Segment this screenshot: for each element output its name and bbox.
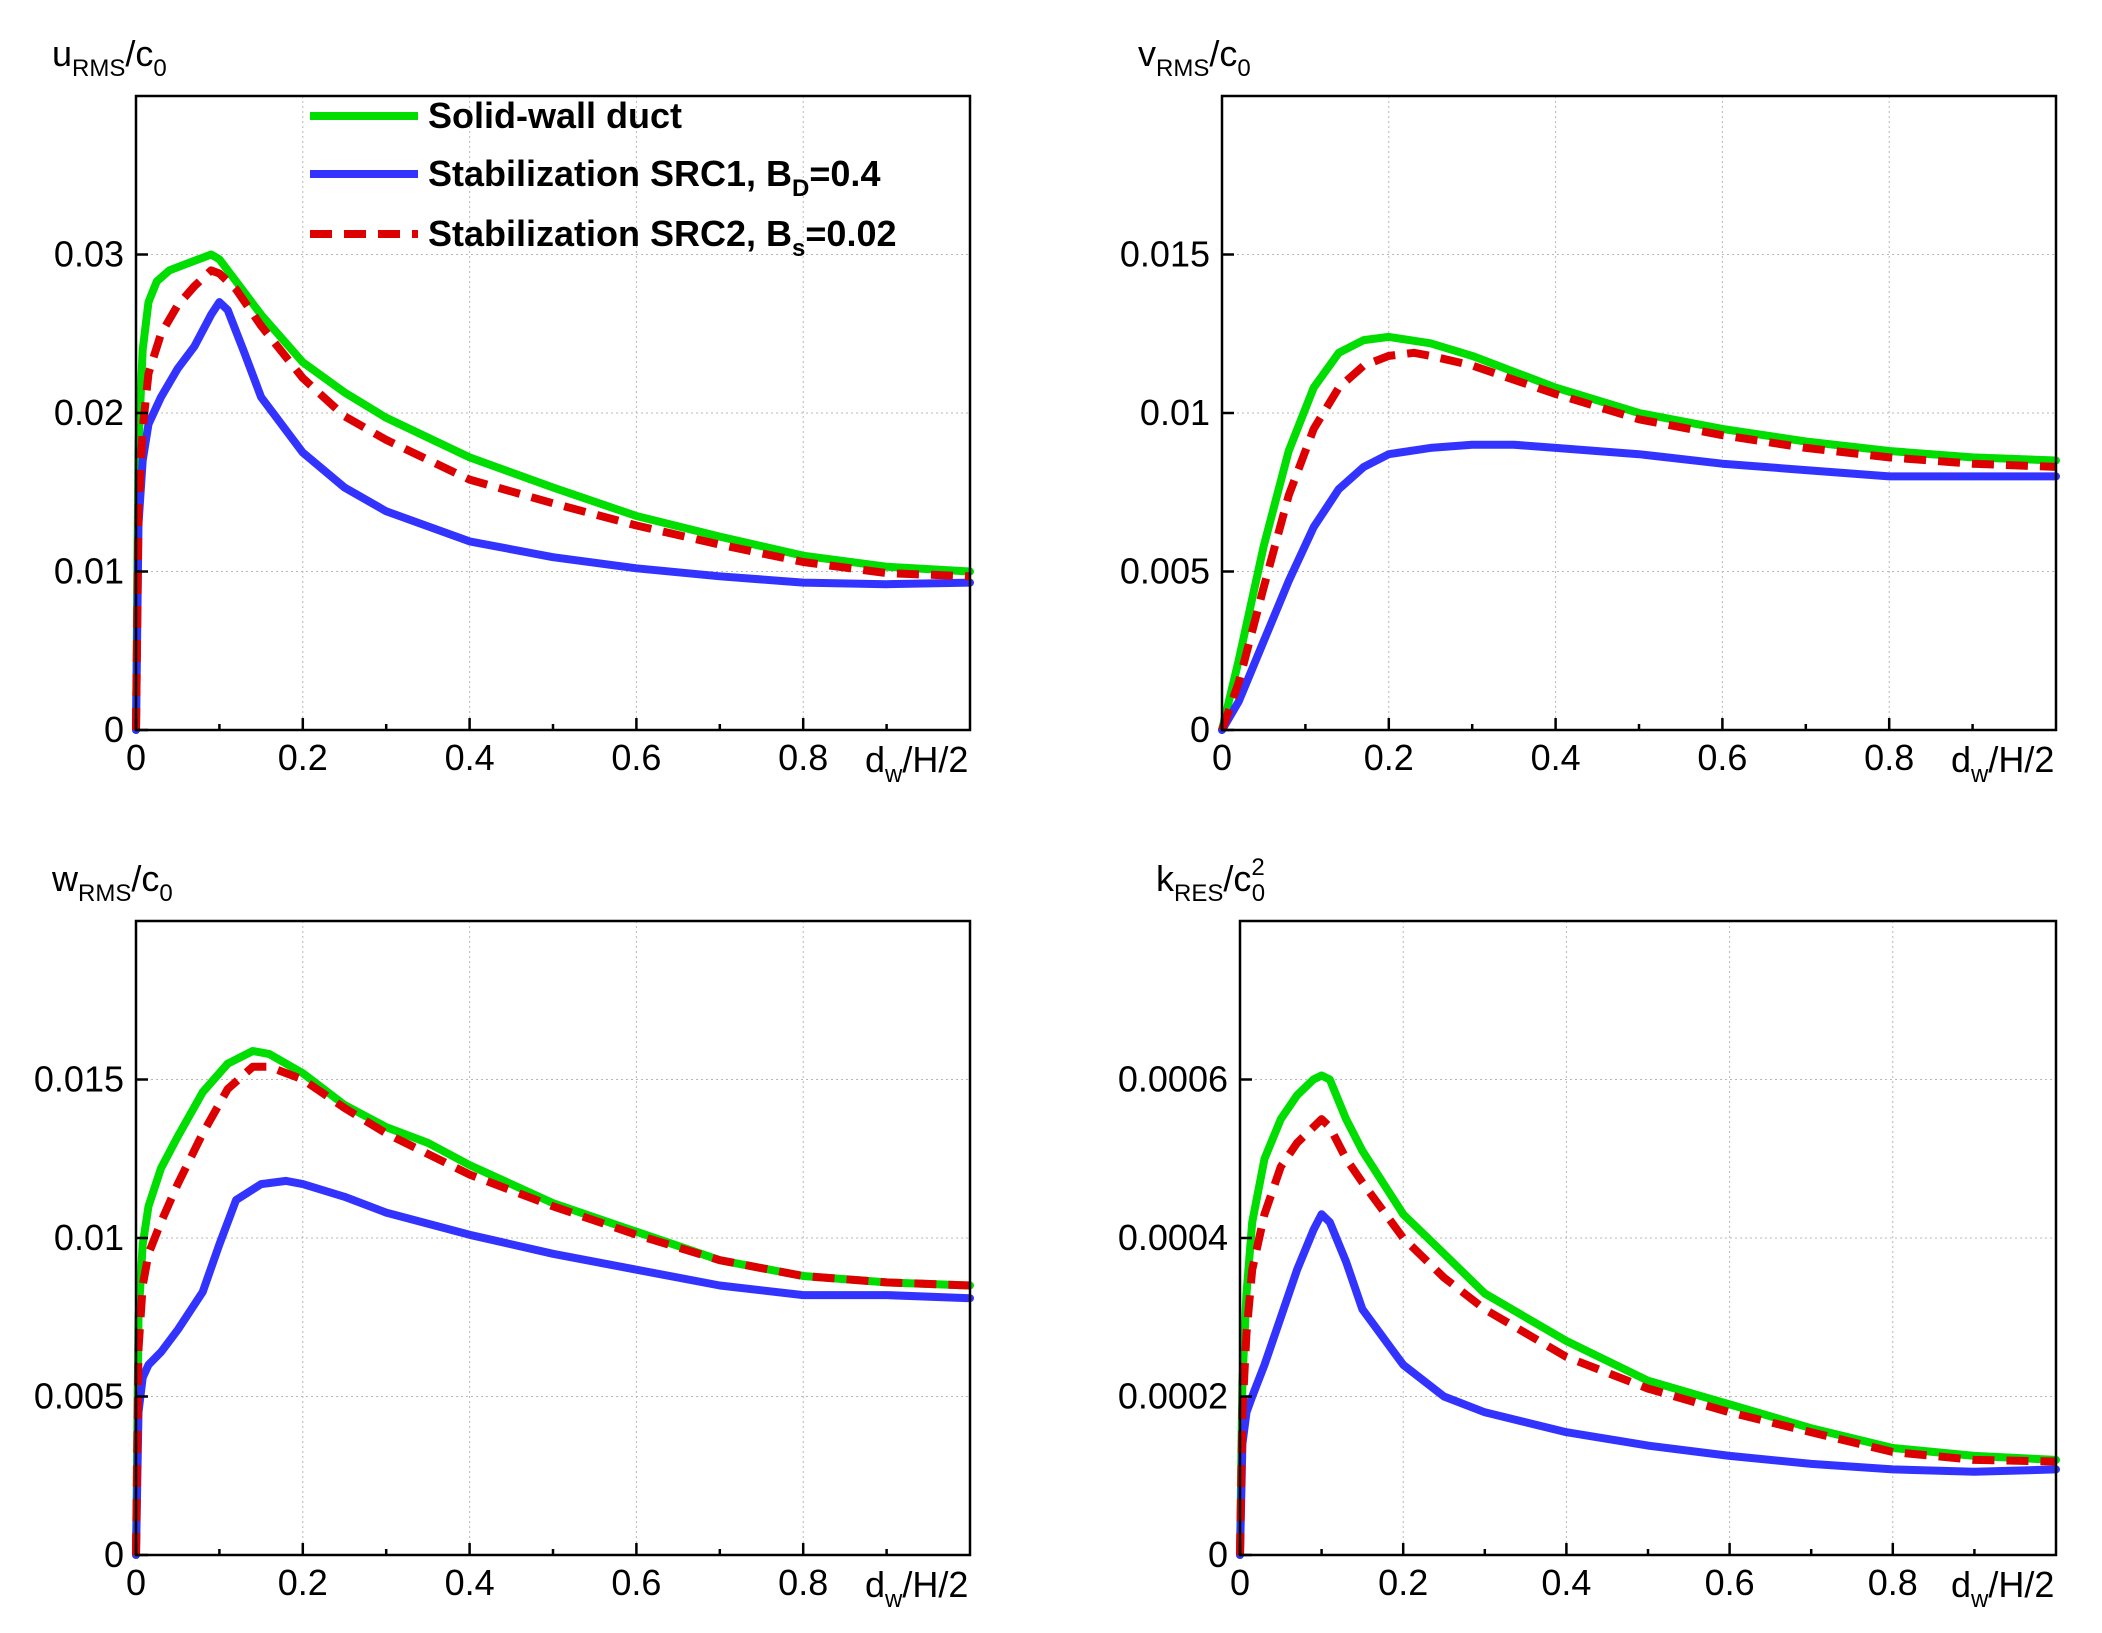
plot-frame [1238,919,2058,1557]
series-line-src2 [132,1062,971,1556]
x-tick-label: 0.6 [1697,737,1747,778]
legend: Solid-wall duct Stabilization SRC1, BD=0.… [310,95,897,262]
x-tick-label: 0.4 [1541,1562,1591,1603]
y-axis-label: vRMS/c0 [1138,33,1251,82]
x-tick-label: 0.8 [778,1562,828,1603]
x-tick-label: 0.4 [1531,737,1581,778]
series-line-src1 [1236,1210,2060,1559]
x-axis-label: dw/H/2 [1951,739,2054,788]
series-line-src1 [132,1176,974,1559]
series-line-solid-wall [1236,1071,2060,1559]
legend-entry: Stabilization SRC2, Bs=0.02 [310,213,897,262]
x-tick-label: 0.4 [445,1562,495,1603]
x-tick-label: 0.2 [1364,737,1414,778]
y-tick-label: 0.01 [54,1217,124,1258]
y-tick-label: 0.005 [1120,551,1210,592]
y-tick-label: 0.0002 [1118,1376,1228,1417]
legend-entry: Stabilization SRC1, BD=0.4 [310,153,880,202]
legend-label: Stabilization SRC2, Bs=0.02 [428,213,897,262]
series-line-solid-wall [132,250,974,734]
x-tick-label: 0 [126,1562,146,1603]
legend-entry: Solid-wall duct [310,95,682,136]
y-axis-label: uRMS/c0 [52,33,167,82]
x-tick-label: 0.8 [778,737,828,778]
y-tick-label: 0.015 [1120,234,1210,275]
x-tick-label: 0.6 [611,1562,661,1603]
y-tick-label: 0.005 [34,1376,124,1417]
x-tick-label: 0.2 [278,737,328,778]
y-axis-label: kRES/c2 0 [1156,854,1265,907]
chart-panel-u: 0 0.2 0.4 0.6 0.8 0 0.01 0.02 0.03 uRMS/c0 dw/H/2 [52,33,974,788]
x-tick-label: 0 [126,737,146,778]
series-line-src2 [1236,1115,2057,1556]
x-tick-label: 0.6 [611,737,661,778]
x-tick-label: 0.4 [445,737,495,778]
x-tick-label: 0.6 [1705,1562,1755,1603]
series-line-solid-wall [1218,332,2060,734]
series-line-src1 [132,298,974,734]
x-tick-label: 0.8 [1868,1562,1918,1603]
x-tick-label: 0 [1230,1562,1250,1603]
y-tick-label: 0 [1190,709,1210,750]
y-axis-label: wRMS/c0 [51,858,173,907]
y-tick-label: 0 [1208,1534,1228,1575]
y-tick-label: 0.01 [54,551,124,592]
x-axis-label: dw/H/2 [865,1564,968,1613]
legend-label: Stabilization SRC1, BD=0.4 [428,153,880,202]
y-tick-label: 0.03 [54,234,124,275]
y-tick-label: 0.02 [54,392,124,433]
x-tick-label: 0.2 [1378,1562,1428,1603]
legend-label: Solid-wall duct [428,95,682,136]
x-tick-label: 0.8 [1864,737,1914,778]
y-tick-label: 0.01 [1140,392,1210,433]
y-tick-label: 0 [104,709,124,750]
series-line-src2 [1218,348,2057,732]
x-axis-label: dw/H/2 [1951,1564,2054,1613]
y-tick-label: 0.015 [34,1059,124,1100]
y-tick-label: 0 [104,1534,124,1575]
chart-panel-w: 0 0.2 0.4 0.6 0.8 0 0.005 0.01 0.015 wRMS/c0 dw/H/… [34,858,974,1613]
x-tick-label: 0.2 [278,1562,328,1603]
series-line-solid-wall [132,1047,974,1559]
y-tick-label: 0.0006 [1118,1059,1228,1100]
y-tick-label: 0.0004 [1118,1217,1228,1258]
x-axis-label: dw/H/2 [865,739,968,788]
chart-panel-k: 0 0.2 0.4 0.6 0.8 0 0.0002 0.0004 0.0006 kRES/c2 0… [1118,854,2060,1613]
series-line-src1 [1218,440,2060,734]
x-tick-label: 0 [1212,737,1232,778]
chart-panel-v: 0 0.2 0.4 0.6 0.8 0 0.005 0.01 0.015 vRMS/c0 dw/H/… [1120,33,2060,788]
series-line-src2 [132,266,971,731]
